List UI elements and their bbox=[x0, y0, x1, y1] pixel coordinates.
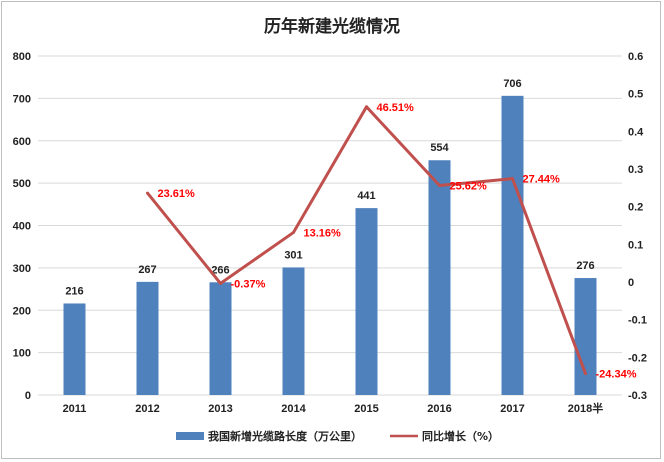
x-tick-label: 2015 bbox=[354, 403, 378, 415]
left-tick-label: 200 bbox=[13, 305, 31, 317]
chart-title: 历年新建光缆情况 bbox=[264, 16, 400, 37]
line-point bbox=[584, 372, 587, 376]
left-tick-label: 100 bbox=[13, 348, 31, 360]
legend-bar-swatch bbox=[176, 432, 204, 440]
left-tick-label: 400 bbox=[13, 221, 31, 233]
x-tick-label: 2013 bbox=[208, 403, 232, 415]
x-tick-label: 2017 bbox=[500, 403, 524, 415]
right-tick-label: -0.2 bbox=[628, 352, 647, 364]
bar bbox=[63, 303, 86, 395]
left-tick-label: 800 bbox=[13, 51, 31, 63]
line-value-label: 25.62% bbox=[450, 180, 488, 192]
bar-value-label: 706 bbox=[503, 78, 521, 90]
line-series bbox=[146, 105, 587, 376]
left-tick-label: 700 bbox=[13, 93, 31, 105]
left-tick-label: 0 bbox=[25, 390, 31, 402]
legend: 我国新增光缆路长度（万公里） 同比增长（%） bbox=[176, 429, 499, 443]
line-point bbox=[146, 191, 149, 195]
right-tick-label: 0.1 bbox=[628, 239, 643, 251]
left-axis-ticks: 0 100 200 300 400 500 600 700 800 bbox=[13, 51, 31, 402]
left-tick-label: 300 bbox=[13, 263, 31, 275]
line-point bbox=[365, 105, 368, 109]
left-tick-label: 500 bbox=[13, 178, 31, 190]
bar-value-label: 554 bbox=[430, 142, 449, 154]
bar bbox=[136, 281, 159, 395]
right-tick-label: -0.1 bbox=[628, 315, 647, 327]
grid-lines bbox=[38, 55, 622, 396]
bar-value-label: 441 bbox=[357, 190, 375, 202]
line-point bbox=[438, 183, 441, 187]
bar-value-label: 216 bbox=[65, 285, 83, 297]
bar bbox=[282, 267, 305, 395]
bar bbox=[428, 160, 451, 395]
line-point bbox=[292, 230, 295, 234]
bar-value-label: 266 bbox=[211, 264, 229, 276]
right-tick-label: 0.6 bbox=[628, 51, 643, 63]
bar bbox=[501, 95, 524, 396]
bar-data-labels: 216 267 266 301 441 554 706 276 bbox=[65, 78, 594, 298]
line-value-label: -0.37% bbox=[231, 278, 266, 290]
right-tick-label: 0.3 bbox=[628, 164, 643, 176]
x-axis-ticks: 2011 2012 2013 2014 2015 2016 2017 2018半 bbox=[63, 401, 604, 415]
line-point bbox=[511, 177, 514, 181]
line-data-labels: 23.61% -0.37% 13.16% 46.51% 25.62% 27.44% -24.… bbox=[158, 102, 637, 381]
x-tick-label: 2014 bbox=[281, 403, 306, 415]
x-tick-label: 2018半 bbox=[568, 401, 603, 415]
legend-line-label: 同比增长（%） bbox=[422, 429, 499, 443]
right-tick-label: -0.3 bbox=[628, 390, 647, 402]
bar-series bbox=[63, 95, 597, 396]
line-value-label: -24.34% bbox=[596, 369, 637, 381]
line-value-label: 27.44% bbox=[523, 174, 561, 186]
line-value-label: 23.61% bbox=[158, 188, 196, 200]
right-axis-ticks: -0.3 -0.2 -0.1 0 0.1 0.2 0.3 0.4 0.5 0.6 bbox=[628, 51, 647, 402]
bar-value-label: 301 bbox=[284, 249, 302, 261]
line-value-label: 13.16% bbox=[304, 227, 342, 239]
x-tick-label: 2011 bbox=[63, 403, 87, 415]
bar bbox=[355, 208, 378, 395]
bar-value-label: 267 bbox=[138, 264, 156, 276]
bar-value-label: 276 bbox=[576, 260, 594, 272]
bar bbox=[209, 282, 232, 395]
bar bbox=[574, 278, 597, 395]
line-point bbox=[219, 281, 222, 285]
right-tick-label: 0.5 bbox=[628, 89, 643, 101]
legend-bar-label: 我国新增光缆路长度（万公里） bbox=[208, 429, 362, 443]
right-tick-label: 0 bbox=[628, 277, 634, 289]
right-tick-label: 0.2 bbox=[628, 202, 643, 214]
line-value-label: 46.51% bbox=[377, 102, 415, 114]
left-tick-label: 600 bbox=[13, 136, 31, 148]
x-tick-label: 2012 bbox=[135, 403, 159, 415]
x-tick-label: 2016 bbox=[427, 403, 451, 415]
right-tick-label: 0.4 bbox=[628, 126, 644, 138]
